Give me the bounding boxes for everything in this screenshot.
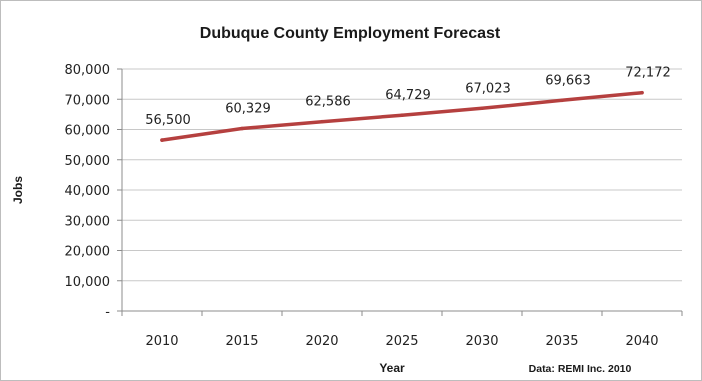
- y-axis-ticks: - 10,000 20,000 30,000 40,000 50,000 60,000 70,…: [65, 63, 122, 320]
- data-label: 72,172: [625, 66, 671, 81]
- data-point: [480, 106, 484, 111]
- x-tick-label: 2035: [545, 334, 578, 349]
- x-axis-title: Year: [379, 361, 405, 375]
- x-axis-ticks: 2010 2015 2020 2025 2030 2035 2040: [121, 311, 683, 349]
- data-label: 69,663: [545, 73, 591, 88]
- data-point: [240, 126, 244, 131]
- data-point: [400, 113, 404, 117]
- x-tick-label: 2025: [385, 334, 418, 349]
- x-tick-label: 2020: [305, 334, 338, 349]
- data-point: [640, 90, 644, 95]
- data-label: 62,586: [305, 95, 351, 110]
- y-tick-label: 80,000: [65, 63, 111, 78]
- y-tick-label: -: [105, 305, 110, 320]
- y-tick-label: 40,000: [65, 184, 111, 199]
- data-label: 60,329: [225, 102, 271, 117]
- data-label: 56,500: [145, 113, 191, 128]
- data-label: 67,023: [465, 81, 511, 96]
- y-tick-label: 20,000: [65, 245, 111, 260]
- y-tick-label: 10,000: [65, 275, 111, 290]
- data-label: 64,729: [385, 88, 431, 103]
- data-point: [560, 98, 564, 103]
- x-tick-label: 2040: [625, 334, 658, 349]
- y-tick-label: 30,000: [65, 214, 111, 229]
- x-tick-label: 2010: [145, 334, 178, 349]
- chart-title: Dubuque County Employment Forecast: [200, 25, 501, 42]
- data-labels: 56,500 60,329 62,586 64,729 67,023 69,663 72,1…: [145, 66, 671, 128]
- y-tick-label: 60,000: [65, 124, 111, 139]
- y-axis-title: Jobs: [11, 176, 25, 204]
- x-tick-label: 2015: [225, 334, 258, 349]
- source-note: Data: REMI Inc. 2010: [529, 363, 632, 375]
- x-tick-label: 2030: [465, 334, 498, 349]
- data-point: [160, 138, 164, 142]
- data-point: [320, 119, 324, 124]
- y-tick-label: 50,000: [65, 154, 111, 169]
- y-tick-label: 70,000: [65, 93, 111, 108]
- series-group: [160, 90, 644, 142]
